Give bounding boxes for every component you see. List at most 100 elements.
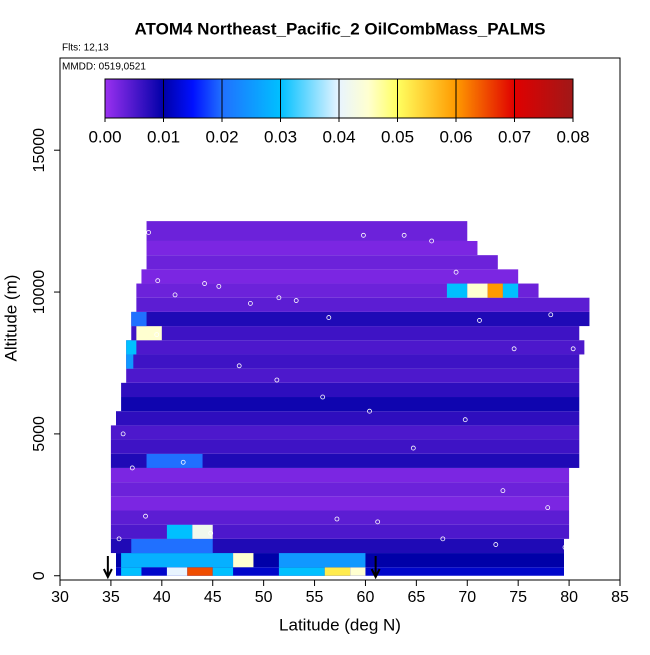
heat-cell xyxy=(233,553,254,568)
track-point xyxy=(274,377,280,383)
colorbar-tick-label: 0.00 xyxy=(88,127,121,146)
track-point xyxy=(236,363,242,369)
flight-arrow xyxy=(102,556,113,580)
track-point xyxy=(202,281,207,286)
heat-cell xyxy=(110,482,570,497)
x-tick-label: 45 xyxy=(204,589,222,606)
x-tick-label: 60 xyxy=(357,589,375,606)
heat-cell xyxy=(136,297,590,312)
track-point xyxy=(216,283,222,289)
y-tick-label: 15000 xyxy=(31,128,48,173)
heat-cell xyxy=(110,496,570,511)
x-tick-label: 70 xyxy=(458,589,476,606)
track-point xyxy=(367,408,372,414)
track-point xyxy=(293,298,299,303)
heat-cell xyxy=(121,397,580,412)
heat-cell xyxy=(131,311,590,327)
colorbar-tick-label: 0.06 xyxy=(439,127,472,146)
heat-cell xyxy=(116,411,580,426)
track-point xyxy=(120,431,126,437)
colorbar-tick-label: 0.02 xyxy=(205,127,238,146)
heat-cell xyxy=(487,283,503,298)
track-point xyxy=(146,230,151,235)
track-point xyxy=(375,519,381,525)
flight-arrow xyxy=(370,556,381,580)
heat-cell xyxy=(131,326,580,341)
heat-cell xyxy=(110,524,570,539)
track-point xyxy=(326,315,332,320)
heat-cell xyxy=(467,283,488,298)
colorbar-tick-label: 0.01 xyxy=(147,127,180,146)
heat-cell xyxy=(121,553,234,568)
track-point xyxy=(562,544,568,550)
dates-note: MMDD: 0519,0521 xyxy=(62,62,146,73)
heat-cell xyxy=(110,453,580,468)
track-point xyxy=(440,536,446,542)
x-tick-label: 75 xyxy=(509,589,527,606)
heat-cell xyxy=(110,510,570,525)
heat-cell xyxy=(121,567,142,576)
heat-cell xyxy=(110,439,580,454)
heat-cell xyxy=(126,354,134,369)
track-point xyxy=(548,312,554,318)
heat-cell xyxy=(136,283,539,298)
track-point xyxy=(511,346,517,352)
track-point xyxy=(320,394,326,400)
x-tick-label: 80 xyxy=(560,589,578,606)
colorbar-tick-label: 0.05 xyxy=(381,127,414,146)
track-point xyxy=(570,346,576,352)
heat-cell xyxy=(110,425,580,440)
y-tick-label: 5000 xyxy=(31,416,48,452)
plot-frame xyxy=(59,57,621,581)
chart-title: ATOM4 Northeast_Pacific_2 OilCombMass_PA… xyxy=(135,19,546,38)
heat-cell xyxy=(324,567,351,576)
colorbar-tick-label: 0.04 xyxy=(322,127,355,146)
track-point xyxy=(545,505,551,511)
heat-cell xyxy=(192,524,213,539)
track-point xyxy=(500,488,506,494)
track-point xyxy=(180,459,186,465)
heat-cell xyxy=(126,354,580,369)
heat-cell xyxy=(146,255,498,270)
heat-cell xyxy=(278,553,366,568)
track-point xyxy=(143,513,148,519)
heat-cell xyxy=(166,567,188,576)
heat-cell xyxy=(126,340,137,355)
track-point xyxy=(116,536,122,542)
x-tick-label: 65 xyxy=(407,589,425,606)
heat-cell xyxy=(146,221,468,241)
x-tick-label: 30 xyxy=(51,589,69,606)
x-tick-label: 85 xyxy=(611,589,629,606)
heat-cell xyxy=(131,311,147,327)
heat-cell xyxy=(126,368,580,383)
colorbar-tick-label: 0.07 xyxy=(498,127,531,146)
y-tick-label: 0 xyxy=(31,571,48,580)
heat-cell xyxy=(212,567,234,576)
heat-cell xyxy=(110,538,564,554)
heat-cell xyxy=(278,567,325,576)
track-point xyxy=(208,530,214,536)
x-axis-label: Latitude (deg N) xyxy=(279,615,401,634)
track-point xyxy=(401,232,407,238)
heat-cell xyxy=(187,567,213,576)
flights-note: Flts: 12,13 xyxy=(62,43,109,54)
track-point xyxy=(565,567,571,573)
heat-cell xyxy=(502,283,519,298)
track-point xyxy=(129,465,135,471)
colorbar-tick-label: 0.03 xyxy=(264,127,297,146)
heat-cell xyxy=(110,467,570,483)
y-axis-label: Altitude (m) xyxy=(1,275,20,362)
track-point xyxy=(361,232,366,238)
heat-cell xyxy=(141,269,519,284)
track-point xyxy=(453,269,459,275)
x-tick-label: 50 xyxy=(255,589,273,606)
x-tick-label: 35 xyxy=(102,589,120,606)
track-point xyxy=(247,300,253,306)
x-tick-label: 40 xyxy=(153,589,171,606)
heat-cell xyxy=(131,538,213,554)
track-point xyxy=(477,318,482,323)
track-point xyxy=(334,516,340,522)
track-point xyxy=(462,417,468,423)
track-point xyxy=(276,295,282,301)
